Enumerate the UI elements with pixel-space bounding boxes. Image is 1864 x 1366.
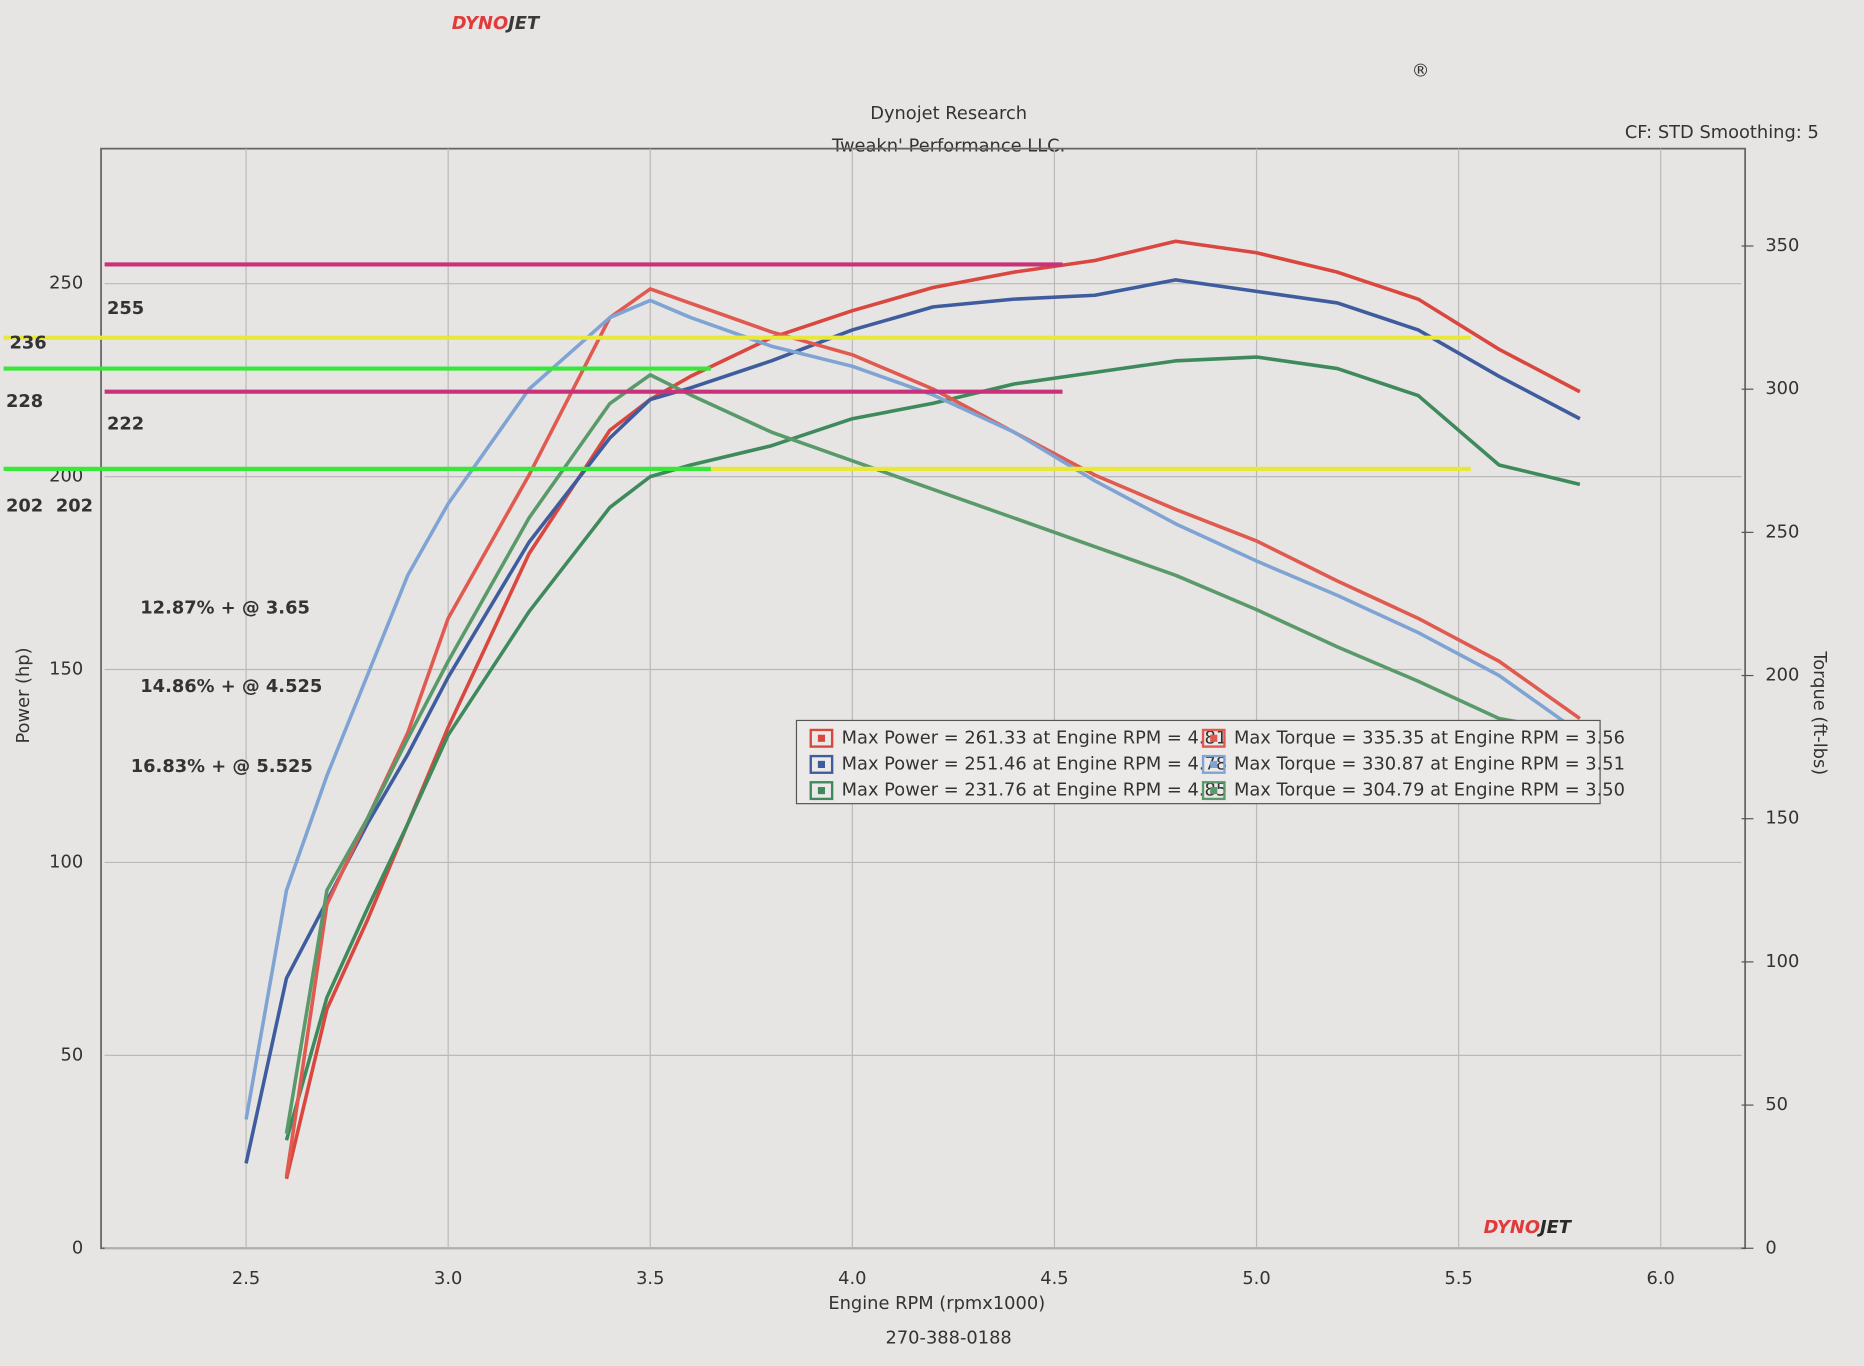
- y-tick-label: 250: [49, 273, 83, 294]
- y2-tick-label: 250: [1765, 521, 1799, 542]
- y2-tick-label: 100: [1765, 951, 1799, 972]
- data-line: [284, 287, 1581, 1177]
- x-tick-label: 2.5: [232, 1268, 260, 1289]
- legend-label: Max Torque = 335.35 at Engine RPM = 3.56: [1234, 727, 1625, 748]
- legend-box: [795, 719, 1601, 805]
- reference-label: 222: [107, 413, 144, 434]
- x-tick-label: 5.5: [1444, 1268, 1472, 1289]
- y2-tick-label: 350: [1765, 235, 1799, 256]
- y-tick-label: 100: [49, 851, 83, 872]
- chart-body: DYNOJET ® Dynojet Research Tweakn' Perfo…: [13, 13, 1830, 1349]
- y2-tick-label: 0: [1765, 1237, 1776, 1258]
- legend-swatch-fill: [1210, 787, 1218, 795]
- data-line: [284, 355, 1581, 1141]
- logo-bottom: DYNOJET: [1484, 1217, 1573, 1238]
- logo-part: DYNO: [1484, 1217, 1540, 1238]
- y-tick-label: 0: [72, 1237, 83, 1258]
- x-tick-label: 3.5: [636, 1268, 664, 1289]
- y2-tick-label: 200: [1765, 665, 1799, 686]
- chart-subtitle: Tweakn' Performance LLC.: [831, 135, 1065, 156]
- legend-swatch: [1201, 728, 1226, 748]
- y-tick-label: 50: [61, 1044, 84, 1065]
- x-tick-label: 3.0: [434, 1268, 462, 1289]
- y2-axis-label: Torque (ft-lbs): [1809, 650, 1830, 775]
- legend-label: Max Torque = 304.79 at Engine RPM = 3.50: [1234, 780, 1625, 801]
- legend-swatch: [809, 728, 834, 748]
- data-line: [244, 298, 1581, 1120]
- annotation-text: 14.86% + @ 4.525: [140, 676, 322, 697]
- logo-top: DYNOJET: [452, 13, 541, 34]
- chart-title: Dynojet Research: [870, 103, 1027, 124]
- footer: 270-388-0188: [885, 1328, 1011, 1349]
- legend-label: Max Torque = 330.87 at Engine RPM = 3.51: [1234, 753, 1625, 774]
- legend-swatch: [809, 781, 834, 801]
- legend-swatch: [1201, 781, 1226, 801]
- x-tick-label: 6.0: [1647, 1268, 1675, 1289]
- y2-tick-label: 150: [1765, 808, 1799, 829]
- annotation-text: 12.87% + @ 3.65: [140, 598, 310, 619]
- reference-label: 236: [10, 333, 47, 354]
- logo-part: JET: [505, 13, 541, 34]
- data-line: [284, 373, 1581, 1134]
- y-tick-label: 150: [49, 659, 83, 680]
- reference-label: 202: [56, 495, 93, 516]
- y-axis-label: Power (hp): [13, 647, 34, 743]
- reference-label: 255: [107, 298, 144, 319]
- legend-label: Max Power = 231.76 at Engine RPM = 4.85: [842, 780, 1228, 801]
- registered-mark: ®: [1412, 60, 1430, 81]
- reference-label: 228: [6, 391, 43, 412]
- legend-swatch: [1201, 754, 1226, 774]
- annotation-text: 16.83% + @ 5.525: [131, 756, 313, 777]
- legend-swatch: [809, 754, 834, 774]
- legend-label: Max Power = 261.33 at Engine RPM = 4.81: [842, 727, 1228, 748]
- legend-swatch-fill: [1210, 760, 1218, 768]
- x-tick-label: 4.0: [838, 1268, 866, 1289]
- x-axis-label: Engine RPM (rpmx1000): [828, 1293, 1045, 1314]
- data-line: [244, 278, 1581, 1164]
- y2-tick-label: 50: [1765, 1094, 1788, 1115]
- legend-label: Max Power = 251.46 at Engine RPM = 4.78: [842, 753, 1228, 774]
- legend-swatch-fill: [817, 760, 826, 768]
- legend-swatch-fill: [817, 734, 826, 742]
- logo-part: DYNO: [452, 13, 508, 34]
- reference-label: 202: [6, 495, 43, 516]
- logo-part: JET: [1537, 1217, 1573, 1238]
- legend-swatch-fill: [817, 787, 826, 795]
- x-tick-label: 5.0: [1242, 1268, 1270, 1289]
- legend-swatch-fill: [1210, 734, 1218, 742]
- y2-tick-label: 300: [1765, 378, 1799, 399]
- x-tick-label: 4.5: [1040, 1268, 1068, 1289]
- legend: Max Power = 261.33 at Engine RPM = 4.81 M…: [795, 719, 1625, 805]
- settings-text: CF: STD Smoothing: 5: [1625, 122, 1819, 143]
